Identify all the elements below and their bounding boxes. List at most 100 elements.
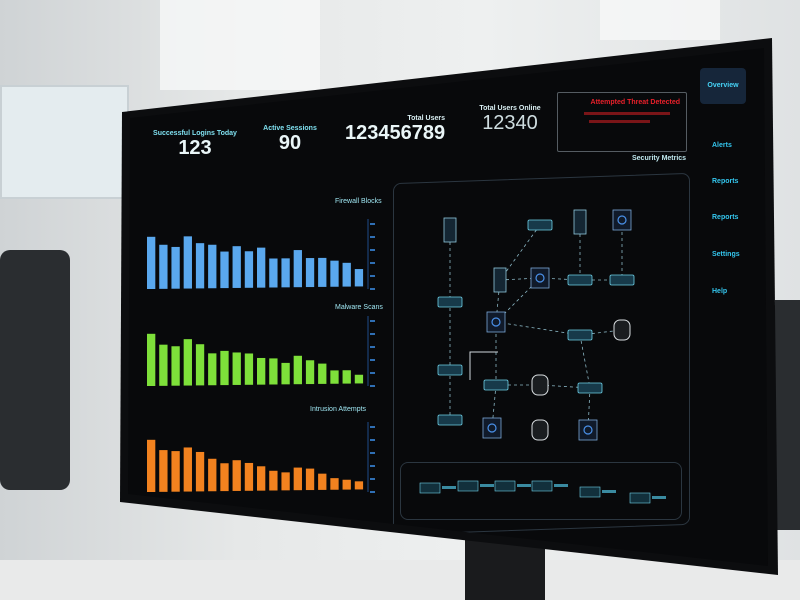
threat-alert[interactable]: Attempted Threat Detected	[557, 92, 687, 152]
legend-label	[517, 484, 531, 487]
bar	[342, 479, 351, 490]
y-tick	[370, 478, 375, 480]
bar	[220, 350, 229, 386]
bar	[183, 236, 192, 289]
nav-reports[interactable]: Reports	[712, 178, 739, 185]
bar	[257, 466, 266, 491]
bar	[318, 473, 327, 490]
bar	[330, 478, 339, 490]
bar	[220, 251, 229, 289]
database-icon	[613, 319, 631, 341]
bar	[330, 260, 339, 287]
legend-label	[554, 484, 568, 487]
nav-alerts[interactable]: Alerts	[712, 142, 732, 149]
y-tick	[370, 385, 375, 387]
bar	[354, 374, 364, 384]
bar	[195, 451, 205, 492]
nav-reports-2[interactable]: Reports	[712, 214, 739, 221]
bar	[171, 346, 180, 386]
legend-icon	[494, 480, 516, 492]
device-icon	[612, 209, 632, 231]
bar	[305, 468, 315, 491]
device-glyph	[535, 273, 545, 283]
database-icon	[531, 374, 549, 396]
server-icon	[573, 209, 587, 235]
bar	[220, 463, 229, 492]
bar	[269, 258, 278, 288]
bar	[281, 258, 290, 288]
bar	[318, 257, 327, 287]
bar	[342, 370, 351, 384]
y-tick	[370, 333, 375, 335]
y-tick	[370, 288, 375, 290]
section-title: Security Metrics	[632, 155, 687, 162]
kpi-label: Active Sessions	[263, 125, 317, 132]
chart-title: Malware Scans	[335, 304, 383, 311]
switch-icon	[609, 274, 635, 286]
nav-overview[interactable]: Overview	[700, 68, 746, 104]
device-icon	[530, 267, 550, 289]
bar	[159, 450, 168, 492]
switch-icon	[437, 296, 463, 308]
bar	[208, 458, 217, 492]
bar	[195, 344, 205, 386]
bar	[195, 243, 205, 289]
chair-right	[775, 300, 800, 530]
bar	[305, 258, 315, 288]
device-glyph	[583, 425, 593, 435]
y-tick	[370, 223, 375, 225]
bar	[208, 353, 217, 386]
bar	[244, 353, 254, 385]
bar	[232, 352, 241, 385]
wall-whiteboard	[0, 85, 129, 199]
kpi-label: Total Users	[407, 115, 445, 122]
alert-detail-line	[584, 112, 670, 115]
bar	[183, 339, 192, 386]
network-link	[587, 387, 591, 431]
chart-title: Intrusion Attempts	[310, 406, 367, 413]
office-chair	[0, 250, 70, 490]
bar	[171, 246, 180, 289]
bar	[318, 363, 327, 384]
legend-icon	[419, 482, 441, 494]
bar	[159, 344, 168, 386]
connector	[469, 351, 498, 380]
alert-detail-line	[589, 120, 650, 123]
y-tick	[370, 320, 375, 322]
kpi-value: 123456789	[345, 122, 446, 144]
y-tick	[370, 249, 375, 251]
legend-icon	[457, 480, 479, 492]
switch-icon	[437, 414, 463, 426]
nav-help[interactable]: Help	[712, 288, 728, 295]
y-tick	[370, 275, 375, 277]
switch-icon	[437, 364, 463, 376]
nav-settings[interactable]: Settings	[712, 251, 740, 258]
y-tick	[370, 426, 375, 428]
legend-label	[442, 486, 456, 489]
bar	[293, 467, 302, 491]
bar	[232, 246, 241, 288]
y-tick	[370, 491, 375, 493]
kpi-value: 123	[178, 137, 212, 159]
y-tick	[370, 346, 375, 348]
bar	[281, 472, 290, 491]
switch-icon	[567, 329, 593, 341]
network-legend	[400, 462, 682, 520]
y-tick	[370, 439, 375, 441]
network-link	[499, 224, 541, 281]
legend-label	[480, 484, 494, 487]
kpi-label: Total Users Online	[479, 105, 541, 112]
network-link	[491, 384, 497, 429]
legend-icon	[579, 486, 601, 498]
legend-icon	[531, 480, 553, 492]
device-glyph	[491, 317, 501, 327]
switch-icon	[527, 219, 553, 231]
switch-icon	[577, 382, 603, 394]
y-tick	[370, 359, 375, 361]
server-icon	[443, 217, 457, 243]
legend-label	[652, 496, 666, 499]
network-link	[579, 334, 591, 389]
bar	[208, 244, 217, 289]
switch-icon	[567, 274, 593, 286]
